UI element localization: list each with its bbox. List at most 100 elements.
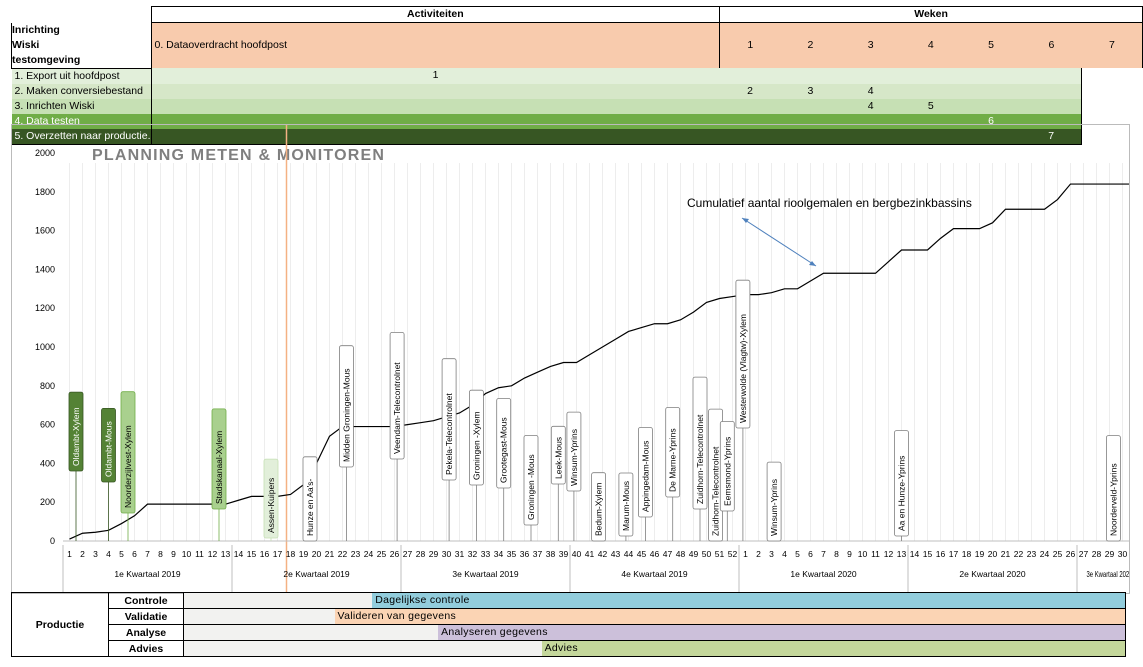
x-tick-label: 50 [702, 549, 712, 559]
callout: Grootegast-Mous [496, 398, 512, 541]
x-tick-label: 14 [910, 549, 920, 559]
x-tick-label: 5 [795, 549, 800, 559]
x-tick-label: 9 [847, 549, 852, 559]
callout-label: Hunze en Aa's- [305, 478, 315, 536]
activity-label: 1. Export uit hoofdpost [11, 68, 152, 84]
production-table: Productie Controle Dagelijkse controle V… [11, 592, 1126, 657]
x-tick-label: 26 [1066, 549, 1076, 559]
phase-bar: Dagelijkse controle [372, 593, 1125, 608]
week-cell [719, 98, 781, 114]
callout: Appingedam-Mous [638, 427, 653, 541]
x-tick-label: 19 [299, 549, 309, 559]
x-tick-label: 13 [221, 549, 231, 559]
x-tick-label: 12 [208, 549, 218, 559]
callout-label: Grootegast-Mous [499, 417, 509, 483]
callout-label: Oldambt-Mous [104, 421, 114, 477]
y-tick-label: 1200 [35, 303, 55, 313]
x-tick-label: 3 [769, 549, 774, 559]
y-tick-label: 1800 [35, 187, 55, 197]
callout: Bedum-Xylem [591, 472, 606, 542]
x-tick-label: 5 [119, 549, 124, 559]
callout: Oldambt-Mous [101, 407, 116, 541]
week-cell: 2 [719, 83, 781, 99]
x-tick-label: 27 [1079, 549, 1089, 559]
x-tick-label: 2 [80, 549, 85, 559]
x-tick-label: 37 [533, 549, 543, 559]
x-tick-label: 16 [260, 549, 270, 559]
callout-label: Midden Groningen-Mous [341, 368, 351, 462]
annotation-arrow [741, 217, 817, 267]
x-tick-label: 14 [234, 549, 244, 559]
x-tick-label: 36 [520, 549, 530, 559]
week-cell: 4 [840, 98, 901, 114]
x-tick-label: 35 [507, 549, 517, 559]
week-cell [900, 128, 961, 145]
activity-row: Inrichting Wiski testomgeving 0. Dataove… [11, 22, 1143, 69]
x-tick-label: 19 [975, 549, 985, 559]
activity-row: 1. Export uit hoofdpost 1 [11, 68, 1143, 84]
phase-label: Analyse [108, 624, 184, 641]
x-tick-label: 29 [1105, 549, 1115, 559]
x-tick-label: 28 [416, 549, 426, 559]
x-tick-label: 7 [145, 549, 150, 559]
x-tick-label: 13 [897, 549, 907, 559]
week-cell: 4 [840, 83, 901, 99]
callout: Stadskanaal-Xylem [211, 408, 227, 541]
activities-table: Activiteiten Weken Inrichting Wiski test… [11, 6, 1143, 145]
week-cell [840, 68, 901, 84]
week-cell [900, 68, 961, 84]
callout-label: Groningen -Mous [526, 454, 536, 520]
activity-row: 5. Overzetten naar productie. 7 [11, 128, 1143, 145]
callout-label: Assen-Kuipers [266, 478, 276, 533]
x-tick-label: 11 [195, 549, 204, 559]
callout-label: Eemsmond-Yprins [722, 437, 732, 506]
callout: Midden Groningen-Mous [338, 345, 354, 541]
x-tick-label: 27 [403, 549, 413, 559]
phase-bar: Analyseren gegevens [438, 625, 1125, 640]
quarter-label: 2e Kwartaal 2020 [959, 569, 1025, 579]
callout-label: Pekela-Telecontrolnet [444, 393, 454, 475]
callout: Winsum-Yprins [766, 461, 782, 542]
callout: Noorderzijlvest-Xylem [120, 391, 136, 541]
week-cell [1021, 68, 1083, 84]
callout-label: Zuidhorn-Telecontrolnet [711, 446, 721, 536]
planning-chart: 0 200 400 600 800 1000 1200 1400 1600 1800 2000 PLA… [35, 125, 1129, 593]
x-tick-label: 43 [611, 549, 621, 559]
callout-label: De Marne-Yprins [668, 428, 678, 492]
callout: Groningen -Mous [523, 435, 539, 541]
week-cell [960, 98, 1022, 114]
x-tick-label: 30 [442, 549, 452, 559]
callout-box [591, 472, 606, 542]
x-tick-label: 20 [312, 549, 322, 559]
callout-label: Zuidhorn-Telecontrolnet [695, 414, 705, 504]
week-cell [900, 83, 961, 99]
y-tick-label: 200 [40, 497, 55, 507]
production-row: Advies Advies [12, 640, 1126, 657]
y-tick-label: 400 [40, 458, 55, 468]
week-cell: 5 [900, 98, 961, 114]
activity-label: 3. Inrichten Wiski [11, 98, 152, 114]
x-tick-label: 8 [834, 549, 839, 559]
week-cell [840, 128, 901, 145]
x-tick-label: 9 [171, 549, 176, 559]
x-tick-label: 23 [351, 549, 361, 559]
callout-label: Noorderzijlvest-Xylem [123, 425, 133, 508]
x-tick-label: 45 [637, 549, 647, 559]
quarter-label: 1e Kwartaal 2020 [790, 569, 856, 579]
x-tick-label: 6 [808, 549, 813, 559]
chart-area: 0 200 400 600 800 1000 1200 1400 1600 1800 2000 PLA… [11, 124, 1130, 594]
x-tick-label: 10 [858, 549, 868, 559]
callout: Groningen -Xylem [468, 389, 484, 541]
x-tick-label: 52 [728, 549, 738, 559]
phase-label: Controle [108, 592, 184, 609]
x-tick-label: 41 [585, 549, 595, 559]
callout-label: Oldambt-Xylem [71, 407, 81, 466]
week-cell: 3 [780, 83, 841, 99]
callout: Noorderveld-Yprins [1106, 435, 1121, 542]
callout-box [766, 461, 782, 542]
callout-label: Aa en Hunze-Yprins [897, 456, 907, 531]
phase-bar: Valideren van gegevens [334, 609, 1125, 624]
y-tick-label: 600 [40, 420, 55, 430]
x-tick-label: 7 [821, 549, 826, 559]
week-cell [719, 68, 781, 84]
